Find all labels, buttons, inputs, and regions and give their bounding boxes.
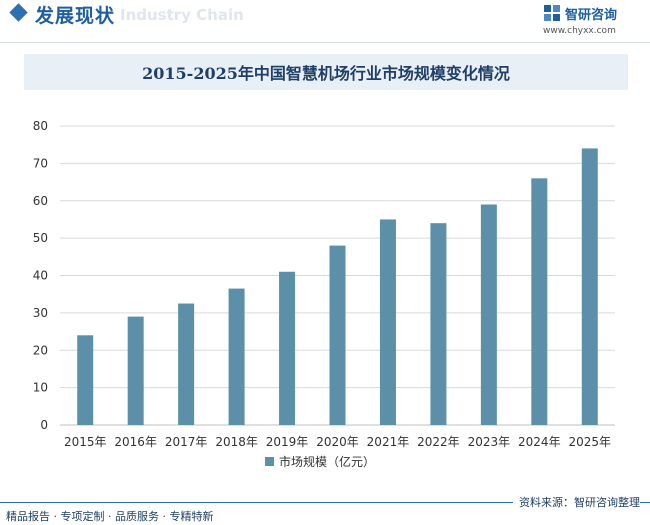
section-title: 发展现状 [35, 5, 116, 27]
y-tick-label: 60 [33, 194, 48, 208]
x-tick-label: 2019年 [266, 435, 309, 449]
bar [178, 303, 195, 425]
bar [77, 335, 94, 425]
x-tick-label: 2017年 [165, 435, 208, 449]
x-tick-label: 2018年 [215, 435, 258, 449]
x-tick-label: 2016年 [114, 435, 157, 449]
bar [430, 223, 447, 425]
x-tick-label: 2015年 [64, 435, 107, 449]
x-tick-label: 2023年 [468, 435, 511, 449]
x-tick-label: 2025年 [568, 435, 611, 449]
y-tick-label: 50 [33, 231, 48, 245]
chart-title-band: 2015-2025年中国智慧机场行业市场规模变化情况 [24, 54, 628, 90]
bar [581, 148, 598, 426]
brand-logo-icon [544, 5, 560, 21]
footer-slogan: 精品报告 · 专项定制 · 品质服务 · 专精特新 [6, 510, 214, 523]
bar [379, 219, 396, 425]
brand-url: www.chyxx.com [543, 26, 616, 36]
ghost-watermark-text: Industry Chain [120, 6, 244, 24]
bar [279, 271, 296, 425]
y-tick-label: 20 [33, 343, 48, 357]
header-divider [0, 42, 650, 43]
footer-divider [0, 502, 650, 503]
y-tick-label: 30 [33, 306, 48, 320]
header: 发展现状 Industry Chain 智研咨询 www.chyxx.com [0, 0, 650, 36]
x-tick-label: 2020年 [316, 435, 359, 449]
source-note: 资料来源：智研咨询整理 [513, 494, 640, 510]
bar [329, 245, 346, 425]
y-tick-label: 70 [33, 156, 48, 170]
bar [531, 178, 548, 425]
y-tick-label: 40 [33, 269, 48, 283]
bar [480, 204, 497, 425]
legend-label: 市场规模（亿元） [279, 454, 375, 469]
y-tick-label: 0 [40, 418, 48, 432]
y-tick-label: 10 [33, 381, 48, 395]
x-tick-label: 2022年 [417, 435, 460, 449]
bar [127, 316, 144, 425]
legend-swatch [265, 457, 274, 466]
x-tick-label: 2021年 [367, 435, 410, 449]
y-tick-label: 80 [33, 119, 48, 133]
x-tick-label: 2024年 [518, 435, 561, 449]
chart-title: 2015-2025年中国智慧机场行业市场规模变化情况 [142, 64, 510, 83]
brand-name: 智研咨询 [565, 8, 618, 23]
bar [228, 288, 245, 425]
